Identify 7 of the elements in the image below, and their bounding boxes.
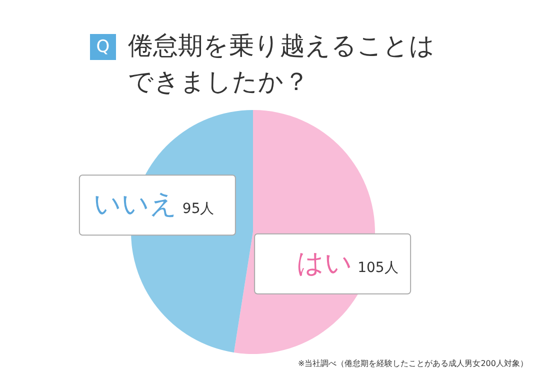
- slice-label: はい: [296, 248, 353, 279]
- slice-label: いいえ: [93, 189, 178, 220]
- text: ※当社調べ（倦怠期を経験したことがある成人男女200人対象）: [298, 359, 528, 368]
- text: Q: [90, 34, 116, 60]
- chart-title: 倦怠期を乗り越えることはできましたか？: [128, 30, 436, 98]
- data-label: 95人: [182, 201, 214, 218]
- data-label: 105人: [358, 260, 398, 276]
